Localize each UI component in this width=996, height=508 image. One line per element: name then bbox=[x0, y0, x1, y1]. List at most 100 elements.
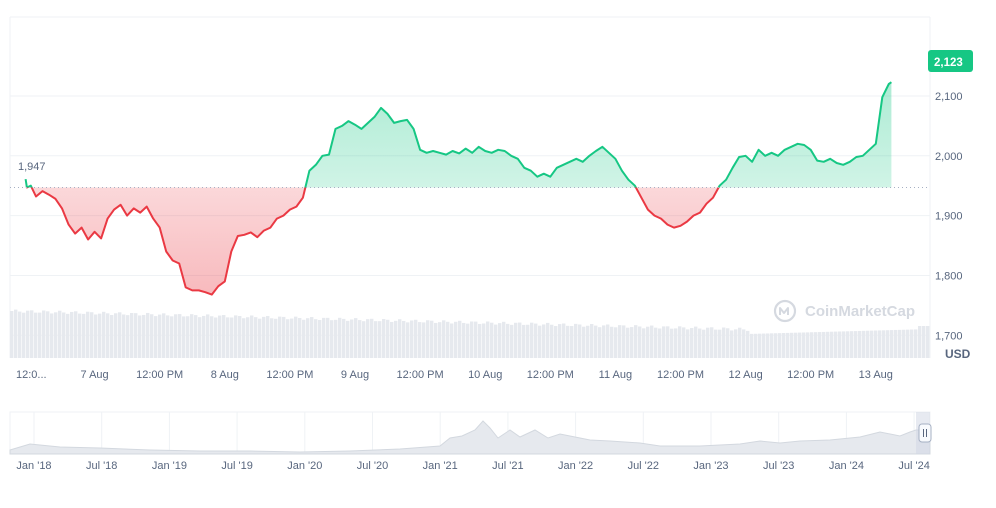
volume-bar bbox=[66, 313, 70, 358]
volume-bar bbox=[450, 323, 454, 358]
volume-bar bbox=[326, 317, 330, 358]
volume-bar bbox=[154, 316, 158, 358]
navigator-tick-label: Jan '21 bbox=[423, 460, 458, 472]
volume-bar bbox=[782, 333, 786, 358]
volume-bar bbox=[98, 313, 102, 358]
volume-bar bbox=[526, 324, 530, 358]
volume-bar bbox=[778, 333, 782, 358]
volume-bar bbox=[774, 333, 778, 358]
volume-bar bbox=[398, 319, 402, 358]
volume-bar bbox=[14, 309, 18, 358]
watermark-text: CoinMarketCap bbox=[805, 303, 915, 320]
navigator-handle[interactable] bbox=[918, 423, 932, 443]
volume-bar bbox=[342, 318, 346, 358]
volume-bar bbox=[758, 333, 762, 358]
volume-bar bbox=[586, 325, 590, 358]
volume-bar bbox=[122, 314, 126, 358]
volume-bar bbox=[906, 329, 910, 358]
volume-bar bbox=[354, 318, 358, 358]
volume-bar bbox=[478, 323, 482, 358]
volume-bar bbox=[182, 316, 186, 358]
navigator-axis: Jan '18 Jul '18 Jan '19 Jul '19 Jan '20 Jul '… bbox=[16, 460, 929, 472]
x-tick-label: 10 Aug bbox=[468, 369, 502, 381]
navigator-tick-label: Jul '20 bbox=[357, 460, 388, 472]
volume-bar bbox=[22, 312, 26, 358]
volume-bar bbox=[94, 314, 98, 358]
volume-bar bbox=[370, 318, 374, 358]
volume-bar bbox=[146, 312, 150, 358]
volume-bar bbox=[238, 315, 242, 358]
volume-bar bbox=[266, 316, 270, 358]
volume-bar bbox=[490, 322, 494, 358]
volume-bar bbox=[814, 332, 818, 358]
volume-bar bbox=[426, 320, 430, 358]
y-tick-label: 2,000 bbox=[935, 151, 963, 163]
volume-bar bbox=[314, 319, 318, 358]
volume-bar bbox=[558, 324, 562, 358]
volume-bar bbox=[82, 313, 86, 358]
volume-bar bbox=[310, 317, 314, 358]
x-tick-label: 12:00 PM bbox=[397, 369, 444, 381]
volume-bar bbox=[34, 312, 38, 358]
volume-bar bbox=[18, 311, 22, 358]
navigator-tick-label: Jan '22 bbox=[558, 460, 593, 472]
price-line-down bbox=[25, 187, 720, 296]
y-tick-label: 1,800 bbox=[935, 270, 963, 282]
volume-bar bbox=[710, 327, 714, 358]
volume-bar bbox=[218, 315, 222, 358]
volume-bar bbox=[854, 331, 858, 358]
reference-value-label: 1,947 bbox=[18, 161, 46, 173]
x-tick-label: 11 Aug bbox=[599, 369, 632, 381]
volume-bar bbox=[262, 316, 266, 358]
volume-bar bbox=[690, 328, 694, 358]
volume-bar bbox=[530, 322, 534, 358]
x-tick-label: 8 Aug bbox=[211, 369, 239, 381]
volume-bar bbox=[894, 329, 898, 358]
volume-bar bbox=[386, 319, 390, 358]
y-tick-label: 1,700 bbox=[935, 330, 963, 342]
volume-bar bbox=[298, 318, 302, 358]
volume-bar bbox=[418, 322, 422, 358]
volume-bar bbox=[622, 325, 626, 358]
volume-bar bbox=[890, 330, 894, 358]
volume-bar bbox=[858, 330, 862, 358]
reference-value-badge: 1,947 bbox=[14, 157, 50, 174]
volume-bar bbox=[406, 322, 410, 358]
y-axis: 2,100 2,000 1,900 1,800 1,700 bbox=[935, 91, 963, 342]
volume-bar bbox=[318, 319, 322, 358]
volume-bar bbox=[798, 332, 802, 358]
x-tick-label: 12:00 PM bbox=[266, 369, 313, 381]
volume-bar bbox=[74, 311, 78, 358]
volume-bar bbox=[302, 319, 306, 358]
volume-bar bbox=[194, 315, 198, 358]
volume-bar bbox=[542, 324, 546, 358]
volume-bar bbox=[446, 321, 450, 358]
volume-bar bbox=[726, 328, 730, 358]
volume-bar bbox=[62, 312, 66, 358]
volume-bar bbox=[918, 326, 922, 358]
volume-bar bbox=[50, 313, 54, 358]
volume-bar bbox=[574, 323, 578, 358]
volume-bar bbox=[702, 329, 706, 358]
volume-bar bbox=[322, 317, 326, 358]
volume-bar bbox=[606, 324, 610, 358]
volume-bar bbox=[10, 311, 14, 358]
x-axis: 12:0... 7 Aug 12:00 PM 8 Aug 12:00 PM 9 Aug 12… bbox=[16, 369, 893, 381]
volume-bar bbox=[646, 326, 650, 358]
range-navigator[interactable] bbox=[9, 411, 932, 455]
volume-bar bbox=[642, 328, 646, 358]
volume-bar bbox=[130, 312, 134, 358]
volume-bar bbox=[698, 328, 702, 358]
x-tick-label: 12:00 PM bbox=[787, 369, 834, 381]
x-tick-label: 12:00 PM bbox=[136, 369, 183, 381]
volume-bar bbox=[498, 323, 502, 358]
volume-bar bbox=[654, 327, 658, 358]
coinmarketcap-logo-icon bbox=[773, 299, 797, 323]
volume-bar bbox=[102, 311, 106, 358]
current-price-badge: 2,123 bbox=[928, 50, 973, 72]
volume-bar bbox=[914, 329, 918, 358]
volume-bar bbox=[250, 315, 254, 358]
volume-bar bbox=[578, 324, 582, 358]
volume-bar bbox=[650, 325, 654, 358]
